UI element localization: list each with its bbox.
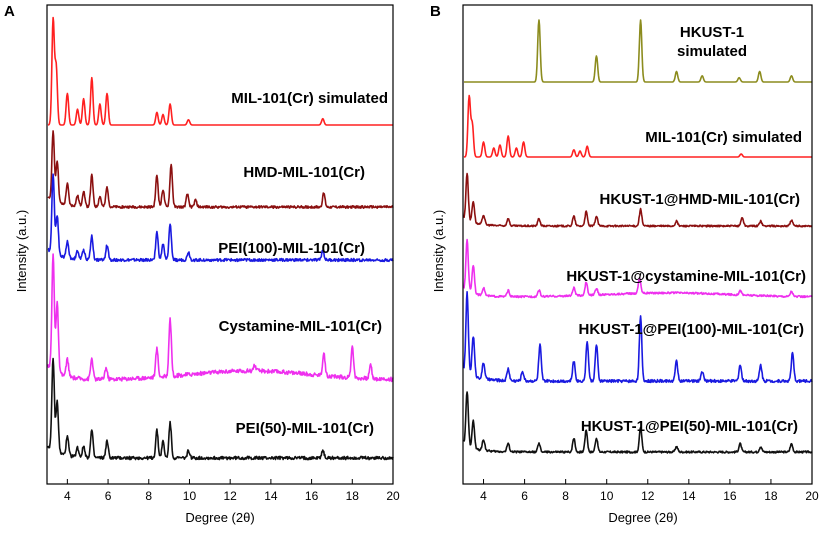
series-label: HKUST-1@PEI(50)-MIL-101(Cr) bbox=[581, 418, 798, 435]
series-label: HKUST-1 simulated bbox=[677, 24, 747, 60]
series-label: HKUST-1@HMD-MIL-101(Cr) bbox=[600, 191, 800, 208]
panel-a-x-axis-ticks: 4 6 8 10 12 14 16 18 20 bbox=[64, 479, 400, 503]
x-tick-label: 18 bbox=[764, 489, 778, 503]
panel-b-y-axis-title: Intensity (a.u.) bbox=[431, 210, 446, 292]
panel-a-series-lines bbox=[47, 16, 394, 461]
panel-a-series-labels: MIL-101(Cr) simulated HMD-MIL-101(Cr) PEI(… bbox=[218, 90, 388, 437]
series-line bbox=[463, 94, 813, 158]
x-tick-label: 8 bbox=[145, 489, 152, 503]
series-line bbox=[47, 16, 394, 126]
series-label: HKUST-1@PEI(100)-MIL-101(Cr) bbox=[579, 321, 805, 338]
x-tick-label: 12 bbox=[223, 489, 237, 503]
x-tick-label: 16 bbox=[305, 489, 319, 503]
x-tick-label: 6 bbox=[105, 489, 112, 503]
x-tick-label: 14 bbox=[682, 489, 696, 503]
x-tick-label: 8 bbox=[562, 489, 569, 503]
series-line bbox=[47, 130, 394, 209]
x-tick-label: 4 bbox=[64, 489, 71, 503]
x-tick-label: 20 bbox=[805, 489, 819, 503]
x-tick-label: 16 bbox=[723, 489, 737, 503]
series-line bbox=[47, 173, 394, 263]
series-label: HKUST-1@cystamine-MIL-101(Cr) bbox=[566, 268, 806, 285]
series-label: Cystamine-MIL-101(Cr) bbox=[219, 318, 382, 335]
x-tick-label: 18 bbox=[346, 489, 360, 503]
x-tick-label: 20 bbox=[386, 489, 400, 503]
panel-a-frame bbox=[46, 4, 394, 485]
panel-b-series-labels: HKUST-1 simulated MIL-101(Cr) simulated HKU… bbox=[566, 24, 806, 435]
x-tick-label: 10 bbox=[600, 489, 614, 503]
series-label: PEI(50)-MIL-101(Cr) bbox=[236, 420, 374, 437]
series-label: PEI(100)-MIL-101(Cr) bbox=[218, 240, 365, 257]
x-tick-label: 12 bbox=[641, 489, 655, 503]
series-line bbox=[463, 290, 813, 384]
series-line bbox=[463, 391, 813, 454]
x-tick-label: 14 bbox=[264, 489, 278, 503]
series-label: MIL-101(Cr) simulated bbox=[645, 129, 802, 146]
panel-a-x-axis-title: Degree (2θ) bbox=[185, 510, 254, 525]
panel-a-y-axis-title: Intensity (a.u.) bbox=[14, 210, 29, 292]
x-tick-label: 6 bbox=[521, 489, 528, 503]
panel-b-letter: B bbox=[430, 3, 441, 20]
series-line bbox=[463, 172, 813, 228]
series-label: MIL-101(Cr) simulated bbox=[231, 90, 388, 107]
panel-a-letter: A bbox=[4, 3, 15, 20]
panel-b-x-axis-title: Degree (2θ) bbox=[608, 510, 677, 525]
panel-b-x-axis-ticks: 4 6 8 10 12 14 16 18 20 bbox=[480, 479, 819, 503]
x-tick-label: 10 bbox=[183, 489, 197, 503]
series-label: HMD-MIL-101(Cr) bbox=[243, 164, 365, 181]
x-tick-label: 4 bbox=[480, 489, 487, 503]
series-line bbox=[463, 238, 813, 299]
series-line bbox=[47, 253, 394, 383]
series-line bbox=[463, 19, 813, 83]
panel-b-series-lines bbox=[463, 19, 813, 454]
panel-b-frame bbox=[462, 4, 813, 485]
series-line bbox=[47, 357, 394, 461]
